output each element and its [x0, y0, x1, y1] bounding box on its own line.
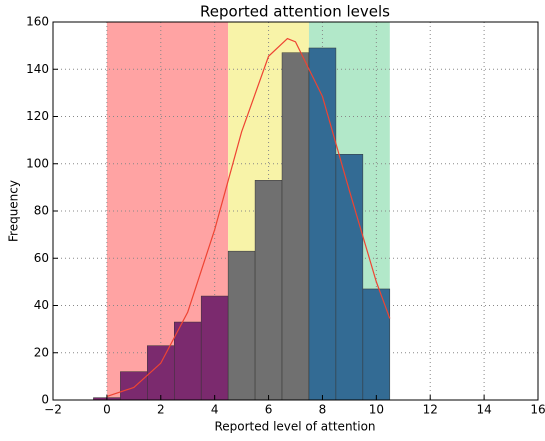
histogram-bar: [200, 295, 229, 401]
histogram-bar: [254, 180, 283, 401]
x-tick-label: 0: [103, 403, 111, 417]
x-tick-label: 8: [319, 403, 327, 417]
histogram-bar: [174, 321, 202, 401]
x-tick-label: 4: [211, 403, 219, 417]
x-axis-label: Reported level of attention: [214, 420, 375, 434]
histogram-bar: [120, 371, 148, 401]
x-tick-label: −2: [44, 403, 62, 417]
x-tick-label: 16: [530, 403, 545, 417]
histogram-bar: [308, 47, 337, 401]
fit-curve: [106, 37, 391, 398]
y-tick-label: 140: [26, 62, 49, 76]
x-tick-label: 12: [423, 403, 438, 417]
histogram-bar: [362, 288, 391, 401]
histogram-bar: [147, 345, 175, 401]
x-tick-label: 2: [157, 403, 165, 417]
y-tick-label: 160: [26, 15, 49, 29]
histogram-bar: [335, 154, 364, 401]
y-tick-label: 20: [34, 345, 49, 359]
x-tick-label: 14: [476, 403, 491, 417]
histogram-bar: [227, 250, 256, 401]
chart-title: Reported attention levels: [200, 3, 390, 21]
y-tick-label: 60: [34, 251, 49, 265]
y-tick-label: 120: [26, 109, 49, 123]
y-tick-label: 40: [34, 298, 49, 312]
y-tick-label: 80: [34, 204, 49, 218]
y-tick-label: 0: [41, 393, 49, 407]
y-axis-label: Frequency: [7, 180, 21, 242]
x-tick-label: 10: [369, 403, 384, 417]
y-tick-label: 100: [26, 156, 49, 170]
x-tick-label: 6: [265, 403, 273, 417]
histogram-bar: [281, 52, 310, 401]
